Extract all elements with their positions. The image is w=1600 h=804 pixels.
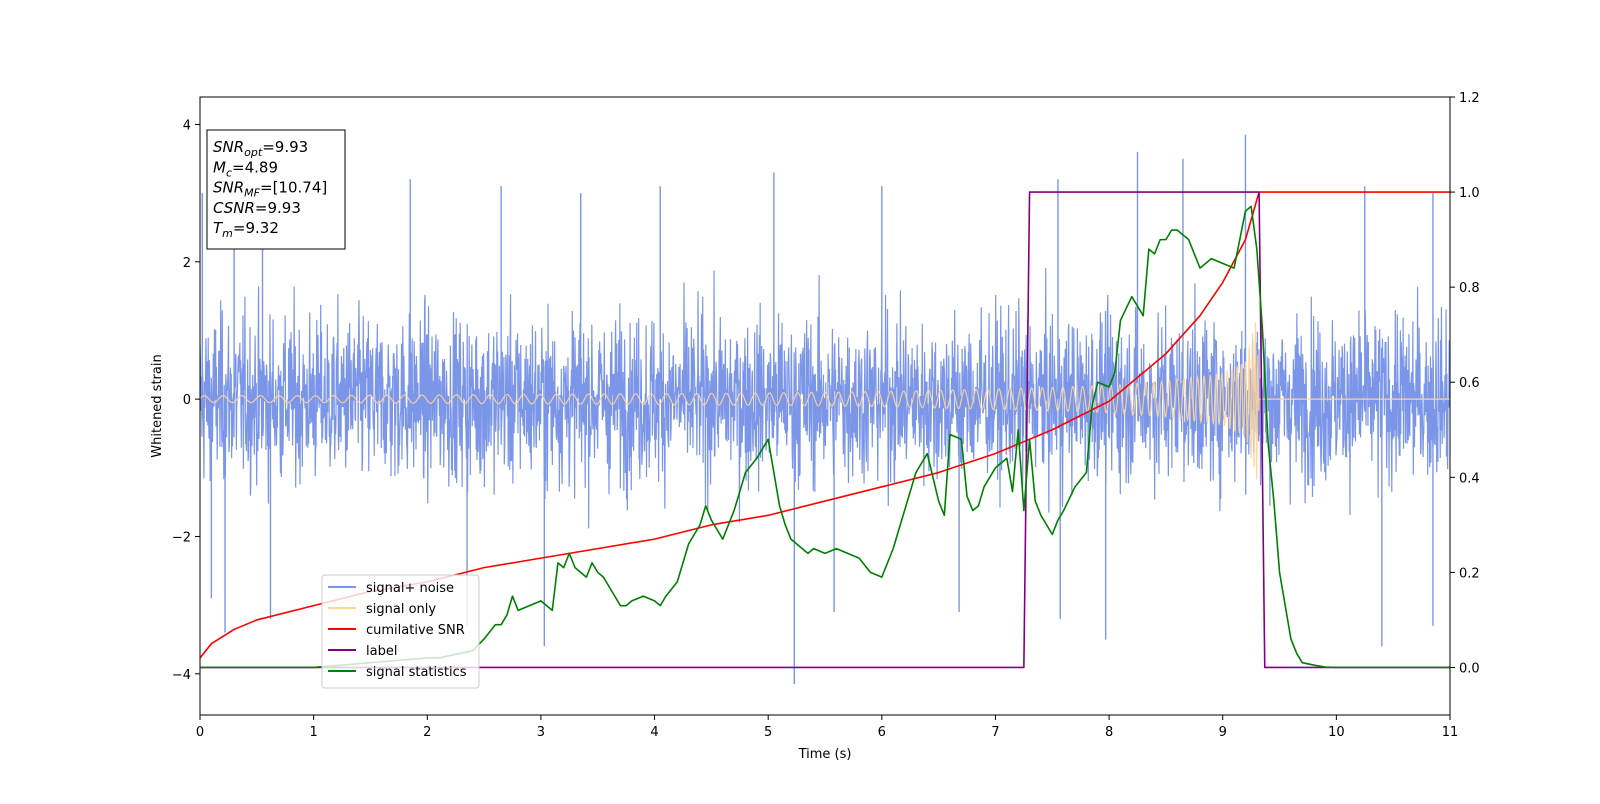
x-tick-label: 5 [764, 725, 772, 740]
series-line-cumilative-snr [200, 191, 1450, 659]
y-tick-label-right: 0.2 [1459, 566, 1480, 581]
x-tick-label: 2 [423, 725, 431, 740]
legend-label: label [366, 644, 397, 659]
y-tick-label-right: 0.0 [1459, 661, 1480, 676]
legend-label: signal+ noise [366, 581, 454, 596]
x-tick-label: 3 [537, 725, 545, 740]
legend-label: cumilative SNR [366, 623, 465, 638]
axis-ticks: 0 1 2 3 4 5 6 7 8 9 10 11 −4 −2 0 2 4 0.0 0.2 0.4 0.6 0.8 1.0 1… [172, 91, 1480, 740]
y-tick-label: 4 [183, 118, 191, 133]
annotation-line: Mc=4.89 [213, 158, 278, 179]
annotation-line: SNRMF=[10.74] [213, 179, 327, 200]
y-tick-label-right: 0.8 [1459, 281, 1480, 296]
x-tick-label: 7 [991, 725, 999, 740]
y-tick-label-right: 1.0 [1459, 186, 1480, 201]
legend-label: signal only [366, 602, 436, 617]
y-tick-label: 0 [183, 393, 191, 408]
y-tick-label: 2 [183, 256, 191, 271]
plot-frame [199, 96, 1451, 716]
series-line-signal-only [200, 322, 1260, 480]
x-tick-label: 10 [1328, 725, 1345, 740]
y-tick-label: −4 [172, 668, 191, 683]
y-tick-label-right: 1.2 [1459, 91, 1480, 106]
x-tick-label: 1 [309, 725, 317, 740]
x-tick-label: 9 [1219, 725, 1227, 740]
series-line-signal-statistics [200, 205, 1450, 669]
annotation-line: SNRopt=9.93 [213, 138, 308, 159]
plot-area [200, 134, 1450, 685]
y-tick-label: −2 [172, 530, 191, 545]
x-tick-label: 0 [196, 725, 204, 740]
y-axis-label: Whitened strain [150, 354, 165, 457]
annotation-line: Tm=9.32 [213, 219, 279, 240]
annotation-line: CSNR=9.93 [213, 199, 301, 217]
x-tick-label: 11 [1442, 725, 1459, 740]
series-line-label [200, 191, 1450, 669]
annotation-box: SNRopt=9.93Mc=4.89SNRMF=[10.74]CSNR=9.93… [206, 129, 346, 250]
x-tick-label: 6 [878, 725, 886, 740]
x-tick-label: 4 [650, 725, 658, 740]
annotation-frame [206, 129, 346, 250]
y-tick-label-right: 0.6 [1459, 376, 1480, 391]
x-axis-label: Time (s) [798, 747, 852, 762]
legend-box [321, 574, 480, 689]
legend: signal+ noise signal only cumilative SNR la… [321, 574, 480, 689]
y-tick-label-right: 0.4 [1459, 471, 1480, 486]
legend-label: signal statistics [366, 665, 467, 680]
x-tick-label: 8 [1105, 725, 1113, 740]
